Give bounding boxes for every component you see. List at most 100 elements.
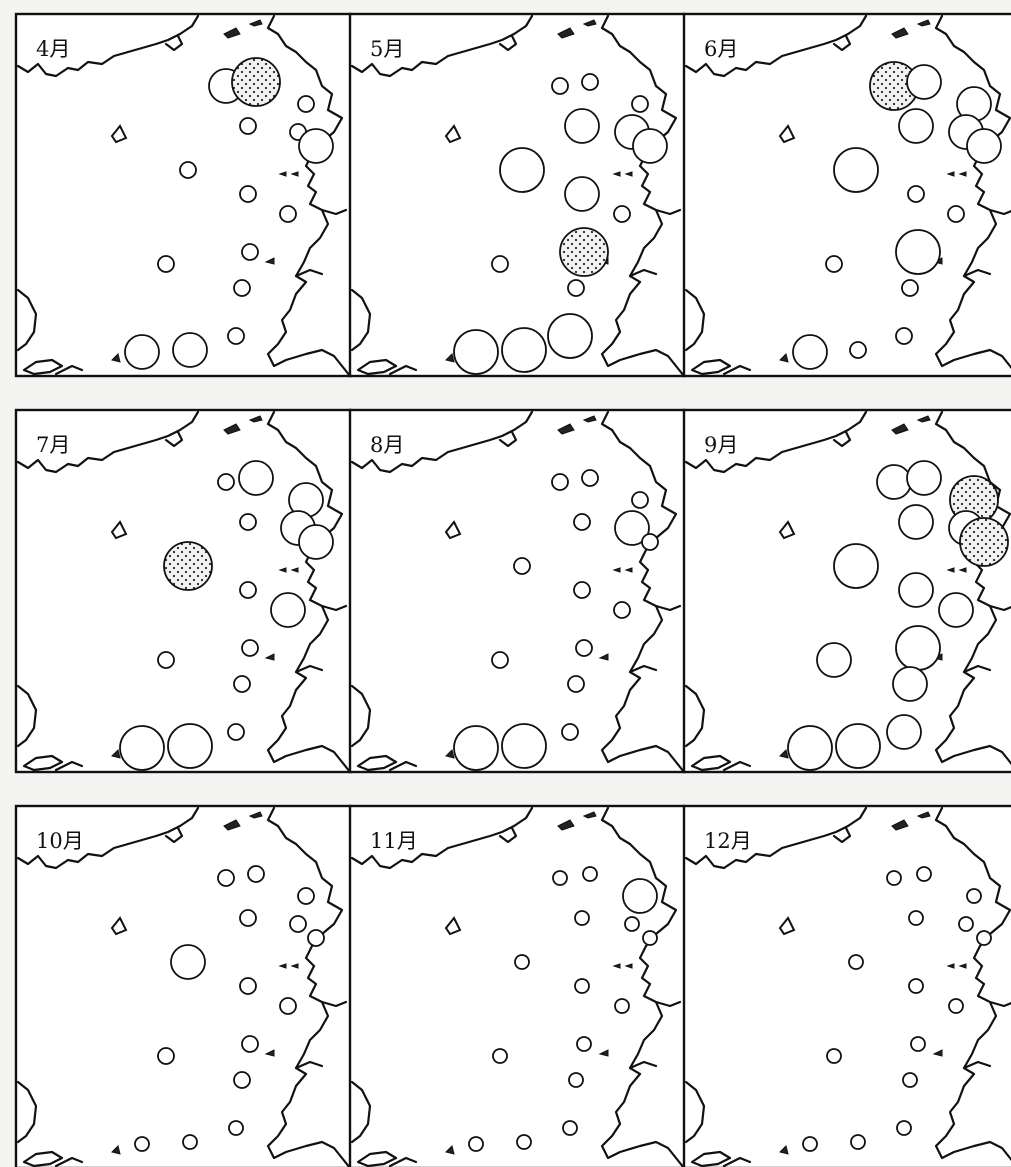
station-marker-s7 <box>513 557 531 575</box>
station-marker-s7 <box>833 147 879 193</box>
station-marker-s13 <box>124 334 160 370</box>
station-marker-s7 <box>499 147 545 193</box>
station-marker-s13 <box>468 1136 484 1152</box>
station-marker-s10 <box>826 1048 842 1064</box>
station-marker-s7 <box>179 161 197 179</box>
station-marker-s11 <box>241 243 259 261</box>
station-marker-s4 <box>564 108 600 144</box>
station-marker-s14 <box>172 332 208 368</box>
station-marker-s6 <box>632 128 668 164</box>
month-label: 6月 <box>704 37 738 61</box>
station-marker-s15 <box>561 723 579 741</box>
station-marker-s15 <box>227 723 245 741</box>
station-marker-s2 <box>247 865 265 883</box>
station-marker-s4 <box>898 108 934 144</box>
station-marker-s1 <box>876 464 912 500</box>
station-marker-s1 <box>886 870 902 886</box>
station-marker-s2 <box>906 64 942 100</box>
station-marker-s15 <box>227 327 245 345</box>
station-marker-s10 <box>157 1047 175 1065</box>
month-panel-9: 12月 <box>682 804 1011 1167</box>
station-marker-s2 <box>916 866 932 882</box>
month-panel-4: 7月 <box>14 408 353 774</box>
station-marker-s14 <box>835 723 881 769</box>
station-marker-s10 <box>157 255 175 273</box>
station-marker-s11 <box>241 639 259 657</box>
station-marker-s3 <box>631 95 649 113</box>
station-marker-s13 <box>453 725 499 771</box>
station-marker-s5 <box>958 916 974 932</box>
station-marker-s13 <box>453 329 499 375</box>
month-panel-1: 4月 <box>14 12 353 378</box>
station-marker-s5 <box>289 915 307 933</box>
station-marker-s12 <box>901 279 919 297</box>
station-marker-s4 <box>239 909 257 927</box>
month-label: 11月 <box>370 829 418 853</box>
station-marker-s2 <box>581 73 599 91</box>
panel-background <box>350 410 685 772</box>
station-marker-s14 <box>849 341 867 359</box>
station-marker-s9 <box>938 592 974 628</box>
station-marker-s1 <box>551 473 569 491</box>
station-marker-s12 <box>233 279 251 297</box>
station-marker-s2 <box>581 469 599 487</box>
panel-background <box>684 14 1011 376</box>
station-marker-s11 <box>895 625 941 671</box>
station-marker-s15 <box>886 714 922 750</box>
month-panel-7: 10月 <box>14 804 353 1167</box>
station-marker-s6 <box>976 930 992 946</box>
station-marker-s4 <box>574 910 590 926</box>
station-marker-s6 <box>642 930 658 946</box>
station-marker-s15 <box>228 1120 244 1136</box>
panel-background <box>16 410 351 772</box>
panels-layer: 4月 5月 6月 7月 8月 9月 10月 11月 12月 <box>14 12 1011 1167</box>
station-marker-s12 <box>892 666 928 702</box>
station-marker-s7 <box>170 944 206 980</box>
station-marker-s10 <box>816 642 852 678</box>
station-marker-s8 <box>574 978 590 994</box>
station-marker-s7 <box>833 543 879 589</box>
station-marker-s10 <box>157 651 175 669</box>
station-marker-s14 <box>167 723 213 769</box>
station-marker-s14 <box>501 723 547 769</box>
station-marker-s8 <box>573 581 591 599</box>
panel-frame <box>682 408 1011 774</box>
station-marker-s1 <box>217 869 235 887</box>
station-marker-s8 <box>564 176 600 212</box>
station-marker-s8 <box>239 185 257 203</box>
station-marker-s9 <box>279 205 297 223</box>
station-marker-s4 <box>908 910 924 926</box>
station-marker-s4 <box>239 513 257 531</box>
station-marker-s11 <box>895 229 941 275</box>
station-marker-s4 <box>898 504 934 540</box>
station-marker-s5 <box>614 510 650 546</box>
month-label: 4月 <box>36 37 70 61</box>
station-marker-s12 <box>902 1072 918 1088</box>
panel-background <box>16 806 351 1167</box>
panel-background <box>684 806 1011 1167</box>
station-marker-s12 <box>233 675 251 693</box>
station-marker-s12 <box>567 675 585 693</box>
month-panel-2: 5月 <box>348 12 687 378</box>
month-label: 10月 <box>36 829 84 853</box>
station-marker-s11 <box>910 1036 926 1052</box>
station-marker-s9 <box>613 601 631 619</box>
station-marker-s8 <box>239 977 257 995</box>
station-marker-s3 <box>631 491 649 509</box>
station-marker-s10 <box>492 1048 508 1064</box>
station-marker-s6 <box>641 533 659 551</box>
month-label: 12月 <box>704 829 752 853</box>
station-marker-s9 <box>948 998 964 1014</box>
station-marker-s6 <box>307 929 325 947</box>
station-marker-s11 <box>576 1036 592 1052</box>
station-marker-s4 <box>239 117 257 135</box>
station-marker-s8 <box>907 185 925 203</box>
station-marker-s8 <box>239 581 257 599</box>
station-marker-s13 <box>792 334 828 370</box>
station-marker-s1 <box>552 870 568 886</box>
panel-background <box>350 806 685 1167</box>
station-marker-s15 <box>562 1120 578 1136</box>
station-marker-s6 <box>959 517 1009 567</box>
station-marker-s14 <box>850 1134 866 1150</box>
